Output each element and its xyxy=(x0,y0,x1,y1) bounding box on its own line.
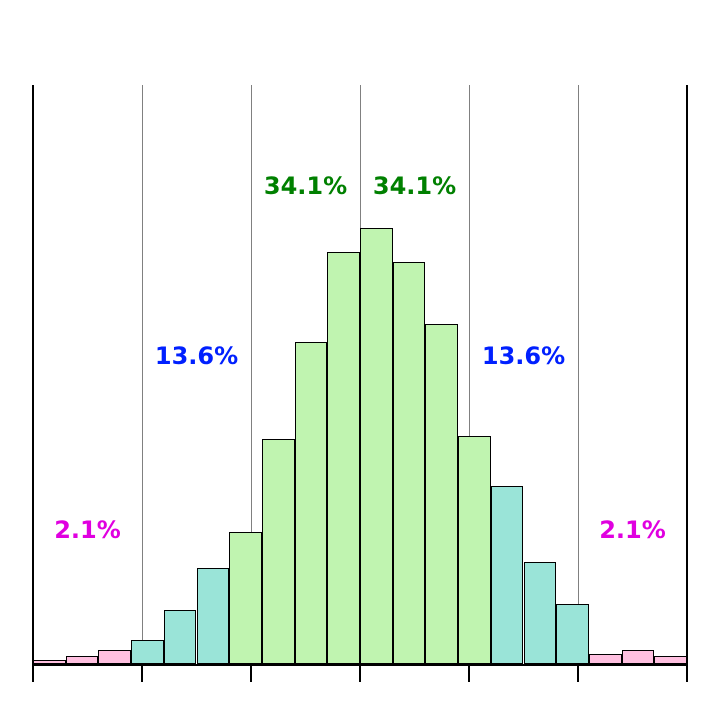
histogram-bar xyxy=(229,532,262,664)
histogram-bar xyxy=(66,656,99,664)
x-tick xyxy=(32,664,34,682)
x-tick xyxy=(686,664,688,682)
x-tick xyxy=(359,664,361,682)
region-percent-label: 34.1% xyxy=(264,172,347,200)
histogram-bar xyxy=(654,656,687,664)
histogram-bar xyxy=(98,650,131,664)
y-axis-right xyxy=(686,85,688,666)
y-axis xyxy=(32,85,34,666)
region-percent-label: 34.1% xyxy=(373,172,456,200)
histogram-bar xyxy=(262,439,295,664)
x-tick xyxy=(250,664,252,682)
x-tick xyxy=(141,664,143,682)
histogram-bar xyxy=(393,262,426,664)
region-percent-label: 13.6% xyxy=(482,342,565,370)
region-percent-label: 2.1% xyxy=(599,516,666,544)
histogram-bar xyxy=(622,650,655,664)
histogram-bar xyxy=(295,342,328,664)
x-tick xyxy=(577,664,579,682)
histogram-bar xyxy=(197,568,230,664)
histogram-bar xyxy=(491,486,524,664)
histogram-bar xyxy=(131,640,164,664)
histogram-bar xyxy=(524,562,557,664)
histogram-bar xyxy=(425,324,458,664)
sigma-line xyxy=(142,85,143,664)
histogram-bar xyxy=(164,610,197,664)
histogram-bar xyxy=(589,654,622,664)
plot-area xyxy=(33,85,687,664)
histogram-bar xyxy=(360,228,393,664)
histogram-bar xyxy=(458,436,491,664)
histogram-bar xyxy=(556,604,589,664)
sigma-line xyxy=(578,85,579,664)
region-percent-label: 13.6% xyxy=(155,342,238,370)
region-percent-label: 2.1% xyxy=(54,516,121,544)
histogram-bar xyxy=(327,252,360,664)
normal-distribution-histogram: 2.1% 13.6% 34.1% 34.1% 13.6% 2.1% xyxy=(0,0,720,713)
x-tick xyxy=(468,664,470,682)
